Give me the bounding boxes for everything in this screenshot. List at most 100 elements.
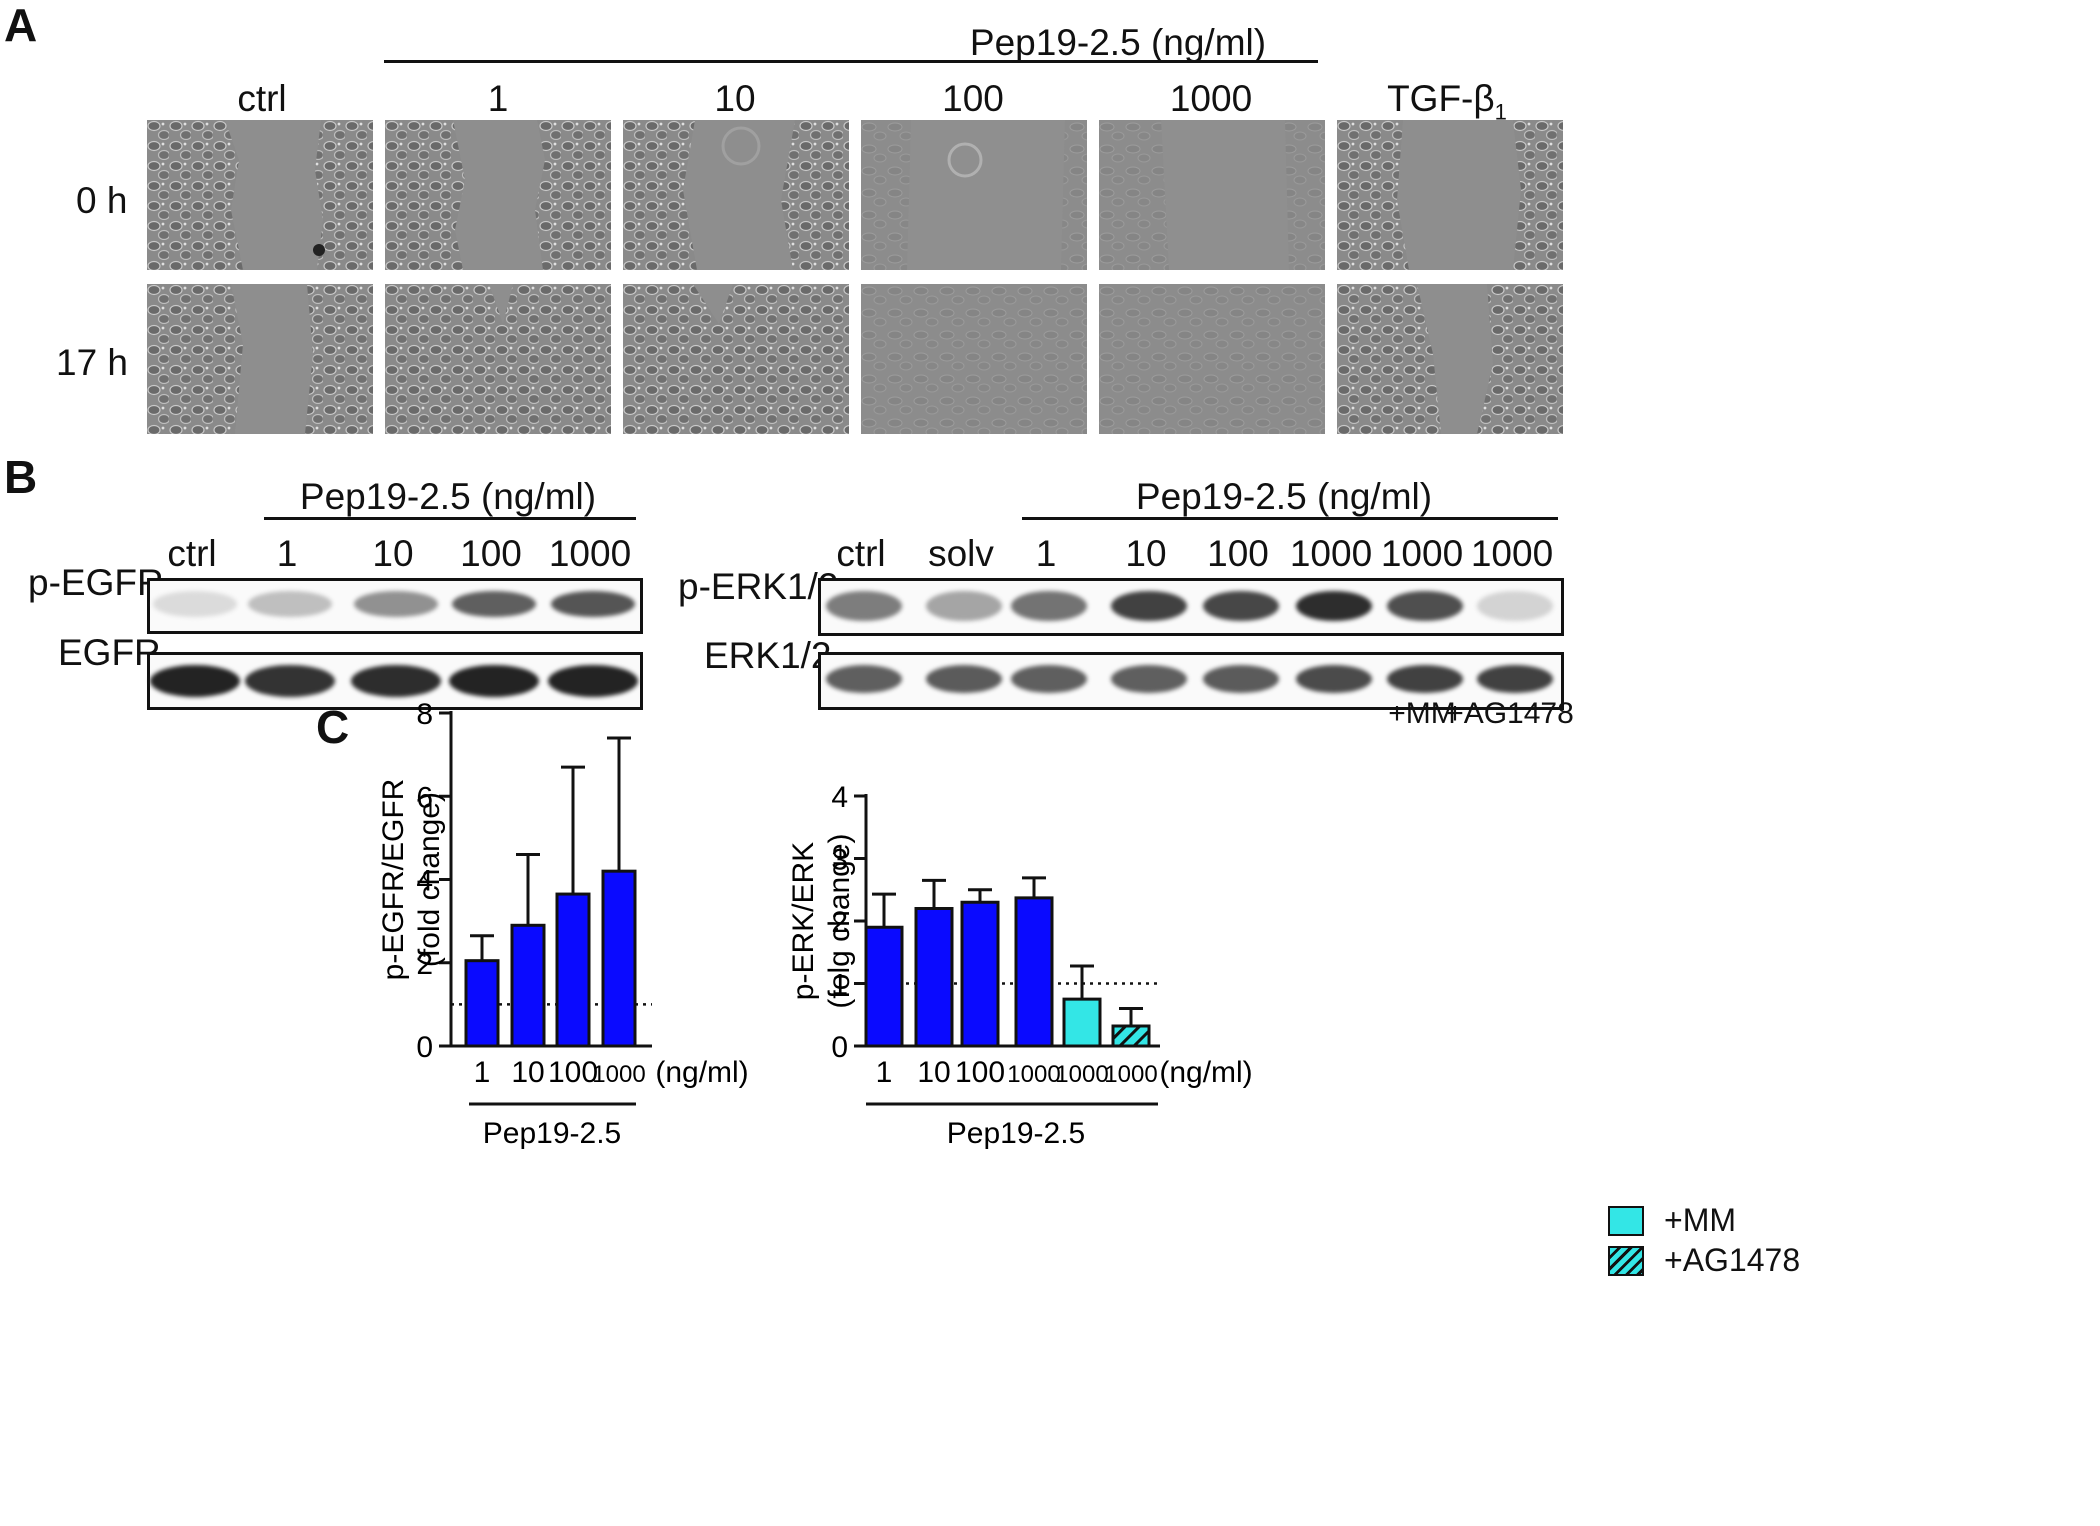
chart2-bar-3 (1014, 896, 1054, 1048)
col-label-100: 100 (942, 78, 1004, 119)
col-label-1000: 1000 (1169, 78, 1253, 119)
blot-right-bracket (1022, 517, 1558, 520)
blot-right-lane-label-4: 100 (1207, 533, 1269, 574)
chart2-ylabel-line2: (folg change) (823, 833, 856, 1008)
panel-a-group-label: Pep19-2.5 (ng/ml) (969, 22, 1267, 63)
chart2-ytick-label-3: 3 (831, 844, 848, 877)
micrograph-10-0h (623, 120, 849, 270)
row-label-17h: 17 h (56, 342, 129, 383)
chart1-ytick-label-1: 2 (416, 948, 433, 981)
legend-label-ag1478: +AG1478 (1664, 1242, 1801, 1278)
chart1-ytick-label-2: 4 (416, 865, 433, 898)
blot-row-label-erk: ERK1/2 (704, 635, 832, 676)
chart1-ylabel-line2: (fold change) (413, 792, 446, 967)
chart2-xtick-label-2: 100 (955, 1056, 1005, 1089)
egfr-band-0 (150, 665, 240, 697)
blot-right-lane-label-5: 1000 (1289, 533, 1373, 574)
chart2-xtick-label-4: 1000 (1055, 1061, 1108, 1088)
p-egfr-band-3 (452, 591, 536, 617)
micrograph-tgf-17h (1337, 284, 1563, 434)
chart1-bar-2 (555, 892, 591, 1048)
blot-left-lane-label-3: 100 (460, 533, 522, 574)
erk-band-5 (1296, 665, 1372, 693)
panel-b-letter: B (4, 451, 38, 503)
micrograph-1000-17h (1099, 284, 1325, 434)
col-label-ctrl: ctrl (237, 78, 287, 119)
chart2-ytick-label-2: 2 (831, 906, 848, 939)
blot-strip-egfr (147, 652, 643, 710)
p-erk-band-4 (1203, 591, 1279, 621)
chart1-xtick-label-1: 10 (511, 1056, 544, 1089)
blot-row-label-p-erk: p-ERK1/2 (678, 566, 839, 607)
blot-strip-p-egfr (147, 578, 643, 634)
chart1-xtick-label-2: 100 (548, 1056, 598, 1089)
chart2-bar-1 (914, 907, 954, 1048)
blot-right-lane-label-2: 1 (1035, 533, 1057, 574)
p-erk-band-5 (1296, 591, 1372, 621)
p-erk-band-2 (1011, 591, 1087, 621)
chart1-group-label: Pep19-2.5 (483, 1117, 621, 1150)
p-egfr-band-4 (551, 591, 635, 617)
p-egfr-band-2 (354, 591, 438, 617)
erk-band-7 (1477, 665, 1553, 693)
blot-right-lane-label-6: 1000 (1380, 533, 1464, 574)
blot-right-lane-label-0: ctrl (836, 533, 886, 574)
blot-left-lane-label-4: 1000 (548, 533, 632, 574)
chart2-ytick-label-0: 0 (831, 1031, 848, 1064)
chart1-ytick-label-4: 8 (416, 698, 433, 731)
blot-row-label-p-egfr: p-EGFR (28, 562, 164, 603)
blot-left-group-label: Pep19-2.5 (ng/ml) (299, 476, 597, 517)
blot-right-group-label: Pep19-2.5 (ng/ml) (1135, 476, 1433, 517)
chart1-bar-3 (601, 869, 637, 1048)
chart2-xtick-label-5: 1000 (1104, 1061, 1157, 1088)
micrograph-100-17h (861, 284, 1087, 434)
panel-c-letter: C (316, 701, 350, 753)
p-erk-band-0 (826, 591, 902, 621)
chart2-bar-5 (1111, 1024, 1151, 1048)
chart1-ytick-label-0: 0 (416, 1031, 433, 1064)
micrograph-tgf-0h (1337, 120, 1563, 270)
blot-right-lane-label-3: 10 (1125, 533, 1167, 574)
erk-band-0 (826, 665, 902, 693)
micrograph-1-17h (385, 284, 611, 434)
blot-left-lane-label-2: 10 (372, 533, 414, 574)
chart2-ytick-label-4: 4 (831, 781, 848, 814)
col-label-1: 1 (487, 78, 509, 119)
blot-extra-ag1478: +AG1478 (1446, 697, 1574, 730)
chart2-xtick-label-3: 1000 (1007, 1061, 1060, 1088)
chart1-bar-0 (464, 959, 500, 1048)
chart1-xtick-label-3: 1000 (592, 1061, 645, 1088)
chart2-unit-label: (ng/ml) (1159, 1056, 1252, 1089)
chart1-xtick-label-0: 1 (474, 1056, 491, 1089)
p-egfr-band-1 (248, 591, 332, 617)
blot-left-bracket (264, 517, 636, 520)
p-egfr-band-0 (153, 591, 237, 617)
chart2-xtick-label-1: 10 (917, 1056, 950, 1089)
erk-band-1 (926, 665, 1002, 693)
blot-left-lane-label-0: ctrl (167, 533, 217, 574)
col-label-10: 10 (714, 78, 756, 119)
micrograph-ctrl-17h (147, 284, 373, 434)
blot-extra-mm: +MM (1388, 697, 1456, 730)
blot-strip-erk (818, 652, 1564, 710)
egfr-band-2 (351, 665, 441, 697)
p-erk-band-3 (1111, 591, 1187, 621)
legend-label-mm: +MM (1664, 1202, 1736, 1238)
micrograph-10-17h (623, 284, 849, 434)
p-erk-band-1 (926, 591, 1002, 621)
erk-band-3 (1111, 665, 1187, 693)
egfr-band-3 (449, 665, 539, 697)
egfr-band-4 (548, 665, 638, 697)
blot-right-lane-label-1: solv (928, 533, 994, 574)
chart2-ylabel-line1: p-ERK/ERK (787, 842, 820, 1000)
row-label-0h: 0 h (76, 180, 128, 221)
chart2-ytick-label-1: 1 (831, 969, 848, 1002)
legend-swatch-mm (1608, 1206, 1644, 1236)
blot-strip-p-erk (818, 578, 1564, 636)
chart1-bar-1 (510, 923, 546, 1048)
egfr-band-1 (245, 665, 335, 697)
blot-left-lane-label-1: 1 (276, 533, 298, 574)
col-label-tgf-beta: TGF-β1 (1387, 78, 1507, 125)
chart2-bar-0 (864, 925, 904, 1048)
